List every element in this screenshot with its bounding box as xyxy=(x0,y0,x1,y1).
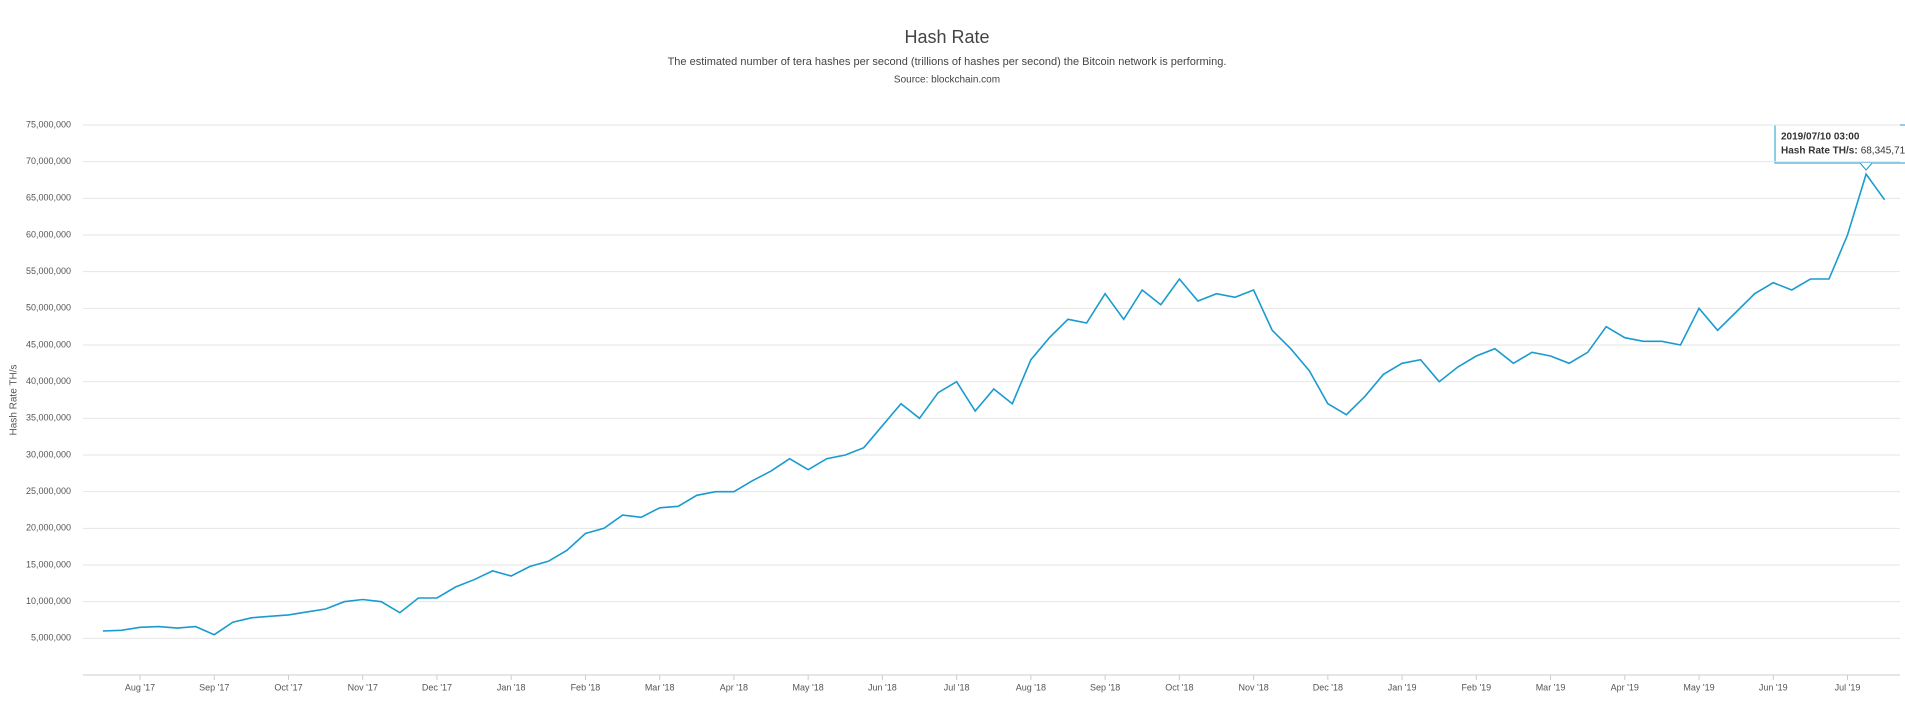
tooltip-box xyxy=(1774,124,1905,164)
x-tick-label: Jul '19 xyxy=(1835,682,1861,692)
x-tick-label: Feb '19 xyxy=(1461,682,1491,692)
x-tick-label: May '19 xyxy=(1683,682,1714,692)
y-tick-label: 40,000,000 xyxy=(26,376,71,386)
y-tick-label: 5,000,000 xyxy=(31,633,71,643)
x-tick-label: Aug '18 xyxy=(1016,682,1046,692)
x-tick-label: Sep '18 xyxy=(1090,682,1120,692)
x-tick-label: Apr '19 xyxy=(1611,682,1639,692)
tooltip-title: 2019/07/10 03:00 xyxy=(1781,132,1860,143)
x-tick-label: Jan '19 xyxy=(1388,682,1417,692)
x-tick-label: Mar '18 xyxy=(645,682,675,692)
y-tick-label: 15,000,000 xyxy=(26,559,71,569)
chart-title: Hash Rate xyxy=(904,27,989,47)
y-axis-title: Hash Rate TH/s xyxy=(9,365,20,436)
x-tick-label: Dec '18 xyxy=(1313,682,1343,692)
x-tick-label: Sep '17 xyxy=(199,682,229,692)
x-tick-label: Jan '18 xyxy=(497,682,526,692)
y-tick-label: 60,000,000 xyxy=(26,229,71,239)
tooltip: 2019/07/10 03:00 Hash Rate TH/s: 68,345,71 xyxy=(1774,124,1905,171)
x-tick-label: Apr '18 xyxy=(720,682,748,692)
x-tick-label: Dec '17 xyxy=(422,682,452,692)
x-tick-label: Jul '18 xyxy=(944,682,970,692)
x-tick-label: Nov '17 xyxy=(348,682,378,692)
y-tick-label: 65,000,000 xyxy=(26,193,71,203)
y-tick-label: 20,000,000 xyxy=(26,523,71,533)
x-tick-label: Aug '17 xyxy=(125,682,155,692)
x-tick-label: May '18 xyxy=(793,682,824,692)
x-tick-label: Jun '19 xyxy=(1759,682,1788,692)
x-tick-label: Nov '18 xyxy=(1238,682,1268,692)
y-tick-label: 35,000,000 xyxy=(26,413,71,423)
x-tick-label: Feb '18 xyxy=(571,682,601,692)
y-tick-label: 30,000,000 xyxy=(26,449,71,459)
tooltip-label: Hash Rate TH/s: xyxy=(1781,146,1858,157)
x-tick-label: Mar '19 xyxy=(1536,682,1566,692)
y-tick-label: 10,000,000 xyxy=(26,596,71,606)
y-tick-label: 55,000,000 xyxy=(26,266,71,276)
y-tick-label: 25,000,000 xyxy=(26,486,71,496)
tooltip-value: 68,345,71 xyxy=(1861,146,1905,157)
tooltip-pointer xyxy=(1859,162,1873,171)
y-tick-label: 70,000,000 xyxy=(26,156,71,166)
x-tick-label: Oct '17 xyxy=(274,682,302,692)
x-tick-label: Jun '18 xyxy=(868,682,897,692)
chart-subtitle: The estimated number of tera hashes per … xyxy=(668,56,1227,68)
x-tick-label: Oct '18 xyxy=(1165,682,1193,692)
y-tick-label: 45,000,000 xyxy=(26,339,71,349)
y-tick-label: 75,000,000 xyxy=(26,119,71,129)
data-line xyxy=(102,172,1886,636)
chart-source: Source: blockchain.com xyxy=(894,75,1000,86)
y-tick-label: 50,000,000 xyxy=(26,303,71,313)
